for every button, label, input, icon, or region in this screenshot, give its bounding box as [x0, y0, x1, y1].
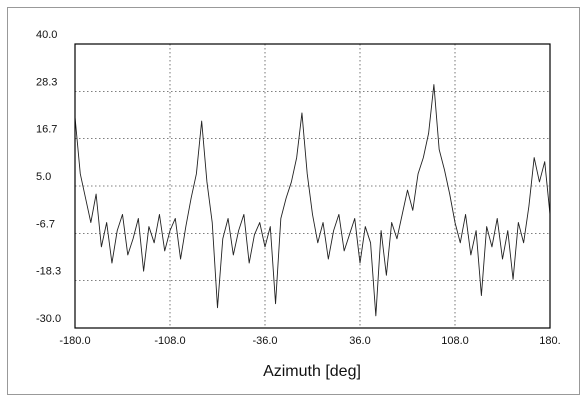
y-tick-label: -30.0 — [36, 313, 61, 325]
y-tick-label: -18.3 — [36, 265, 61, 277]
x-tick-label: -180.0 — [59, 335, 90, 347]
frame — [7, 7, 580, 395]
y-tick-label: 5.0 — [36, 171, 51, 183]
x-tick-label: 36.0 — [349, 335, 370, 347]
y-tick-label: 16.7 — [36, 123, 57, 135]
y-tick-label: 28.3 — [36, 76, 57, 88]
y-tick-label: 40.0 — [36, 29, 57, 41]
x-tick-label: 180. — [539, 335, 560, 347]
x-tick-label: -36.0 — [252, 335, 277, 347]
x-tick-label: 108.0 — [441, 335, 469, 347]
y-tick-label: -6.7 — [36, 218, 55, 230]
data-line — [74, 84, 551, 317]
x-axis-label: Azimuth [deg] — [263, 363, 361, 380]
plot-border — [74, 43, 551, 329]
x-tick-label: -108.0 — [154, 335, 185, 347]
